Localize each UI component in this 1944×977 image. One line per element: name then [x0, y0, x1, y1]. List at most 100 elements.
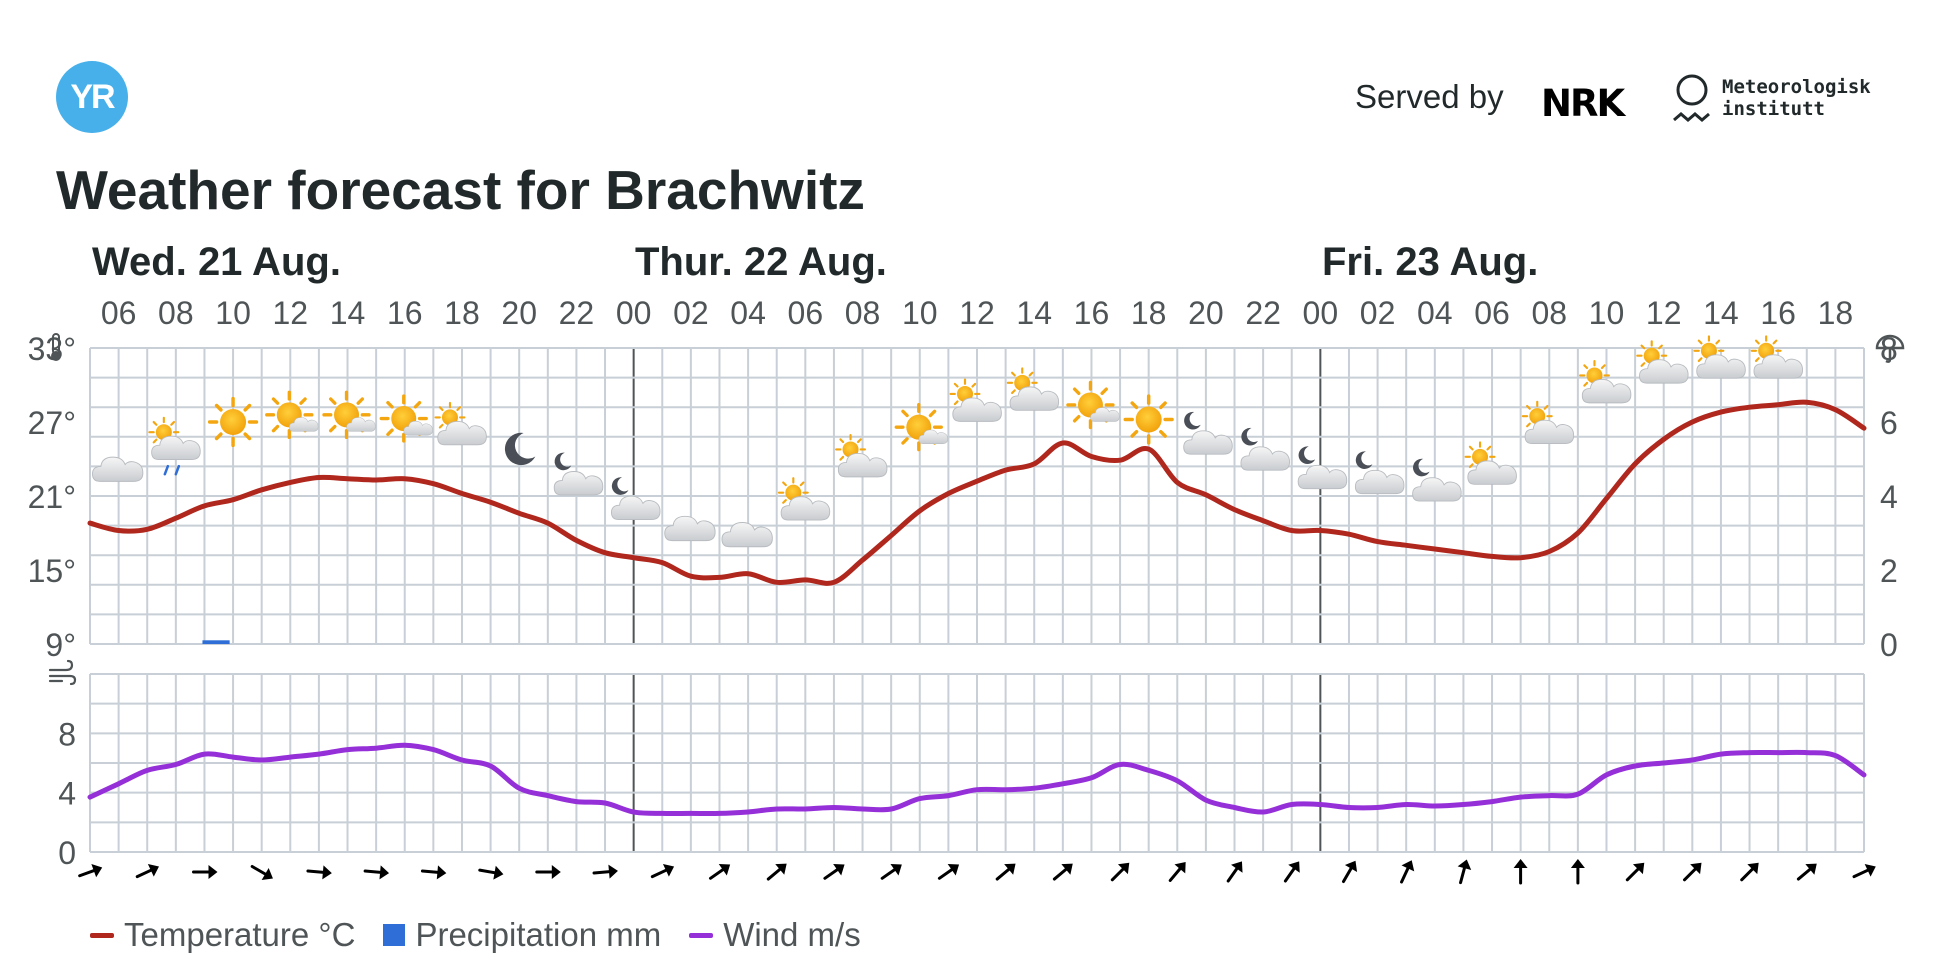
wind-direction-arrow — [766, 863, 787, 881]
wind-direction-arrow — [1226, 861, 1243, 883]
arrow-head — [1231, 861, 1243, 873]
hour-label: 04 — [1417, 295, 1453, 331]
wind-icon — [48, 659, 77, 686]
legend-precipitation-label: Precipitation mm — [415, 916, 662, 953]
arrow-head — [1401, 860, 1415, 872]
partly-cloudy-night-icon — [610, 477, 661, 521]
wind-direction-arrow — [363, 865, 390, 880]
wind-direction-arrow — [1283, 861, 1300, 883]
hour-label: 08 — [158, 295, 194, 331]
legend-temperature-label: Temperature °C — [124, 916, 356, 953]
hour-label: 10 — [902, 295, 938, 331]
hour-label: 12 — [1646, 295, 1682, 331]
legend-wind-label: Wind m/s — [723, 916, 861, 953]
hour-label: 18 — [1818, 295, 1854, 331]
wind-direction-arrow — [535, 865, 561, 879]
cloudy-icon — [664, 515, 716, 542]
hour-label: 14 — [330, 295, 366, 331]
arrow-head — [1805, 863, 1817, 875]
arrow-head — [322, 865, 332, 880]
met-institute-name[interactable]: Meteorologisk institutt — [1722, 76, 1871, 120]
partly-cloudy-day-icon — [1693, 335, 1746, 379]
hour-label: 12 — [272, 295, 308, 331]
temp-axis-tick: 27° — [28, 405, 76, 441]
legend-wind[interactable]: Wind m/s — [689, 916, 861, 954]
fair-day-icon — [894, 402, 948, 452]
arrow-head — [1061, 863, 1073, 875]
arrow-head — [1513, 859, 1528, 868]
legend-wind-swatch — [689, 932, 714, 938]
wind-direction-arrow — [1513, 859, 1528, 885]
hour-label: 22 — [1245, 295, 1281, 331]
hour-label: 02 — [1360, 295, 1396, 331]
hour-label: 10 — [1589, 295, 1625, 331]
wind-direction-arrow — [650, 863, 675, 879]
partly-cloudy-night-icon — [1354, 451, 1405, 495]
hour-label: 00 — [1303, 295, 1339, 331]
hour-label: 14 — [1703, 295, 1739, 331]
wind-direction-arrow — [1570, 859, 1585, 885]
arrow-head — [890, 863, 902, 876]
arrow-head — [1004, 863, 1016, 875]
legend-precipitation-swatch — [383, 924, 406, 946]
arrow-head — [662, 863, 675, 877]
fair-day-icon — [1066, 380, 1120, 430]
arrow-head — [436, 865, 447, 880]
raindrop — [174, 464, 181, 476]
wind-direction-arrow — [1852, 863, 1876, 879]
hour-label: 06 — [1474, 295, 1510, 331]
wind-direction-arrow — [306, 865, 332, 880]
arrow-head — [91, 864, 103, 878]
arrow-head — [208, 865, 218, 879]
partly-cloudy-night-icon — [1412, 458, 1462, 502]
wind-direction-arrow — [823, 863, 845, 880]
day-label: Thur. 22 Aug. — [635, 240, 887, 284]
temp-axis-tick: 15° — [28, 553, 76, 589]
precip-axis-tick: 4 — [1880, 479, 1898, 515]
wind-direction-arrow — [1457, 859, 1472, 885]
partly-cloudy-rain-icon — [148, 416, 201, 476]
page-title: Weather forecast for Brachwitz — [56, 159, 865, 221]
arrow-head — [775, 863, 787, 875]
legend-precipitation[interactable]: Precipitation mm — [383, 916, 661, 954]
legend-temperature[interactable]: Temperature °C — [90, 916, 355, 954]
arrow-head — [1117, 862, 1130, 875]
hour-label: 04 — [730, 295, 766, 331]
hour-label: 16 — [1074, 295, 1110, 331]
arrow-head — [1457, 859, 1472, 870]
temp-axis-tick: 33° — [28, 331, 76, 367]
wind-axis-tick: 8 — [58, 716, 76, 752]
precip-axis-tick: 2 — [1880, 553, 1898, 589]
hour-label: 22 — [559, 295, 595, 331]
legend-temperature-swatch — [90, 932, 114, 938]
yr-logo[interactable]: YR — [56, 61, 128, 133]
fair-day-icon — [265, 390, 319, 440]
partly-cloudy-day-icon — [1750, 335, 1804, 379]
temp-axis-tick: 9° — [45, 627, 76, 663]
wind-line — [87, 742, 1867, 817]
raindrop — [163, 464, 170, 476]
wind-direction-arrow — [1342, 860, 1358, 884]
arrow-head — [1570, 859, 1585, 868]
wind-axis-tick: 0 — [58, 835, 76, 871]
wind-direction-arrow — [1796, 863, 1817, 881]
partly-cloudy-night-icon — [1240, 427, 1291, 471]
wind-axis-tick: 4 — [58, 776, 76, 812]
wind-direction-arrow — [1740, 862, 1759, 882]
day-label: Wed. 21 Aug. — [92, 240, 341, 284]
day-label: Fri. 23 Aug. — [1322, 240, 1538, 284]
thermometer-icon — [51, 333, 61, 361]
wind-direction-arrow — [78, 864, 103, 878]
wind-direction-arrow — [937, 863, 960, 880]
hour-label: 08 — [845, 295, 881, 331]
wind-direction-arrow — [1400, 860, 1415, 884]
partly-cloudy-day-icon — [835, 434, 888, 478]
partly-cloudy-night-icon — [553, 452, 604, 496]
nrk-logo[interactable]: NRK — [1541, 82, 1625, 125]
arrow-head — [833, 863, 845, 876]
arrow-head — [1690, 862, 1702, 875]
clear-sun-icon — [1123, 394, 1174, 445]
wind-direction-arrow — [1625, 862, 1645, 882]
hour-label: 20 — [1188, 295, 1224, 331]
wind-direction-arrow — [1110, 862, 1130, 882]
